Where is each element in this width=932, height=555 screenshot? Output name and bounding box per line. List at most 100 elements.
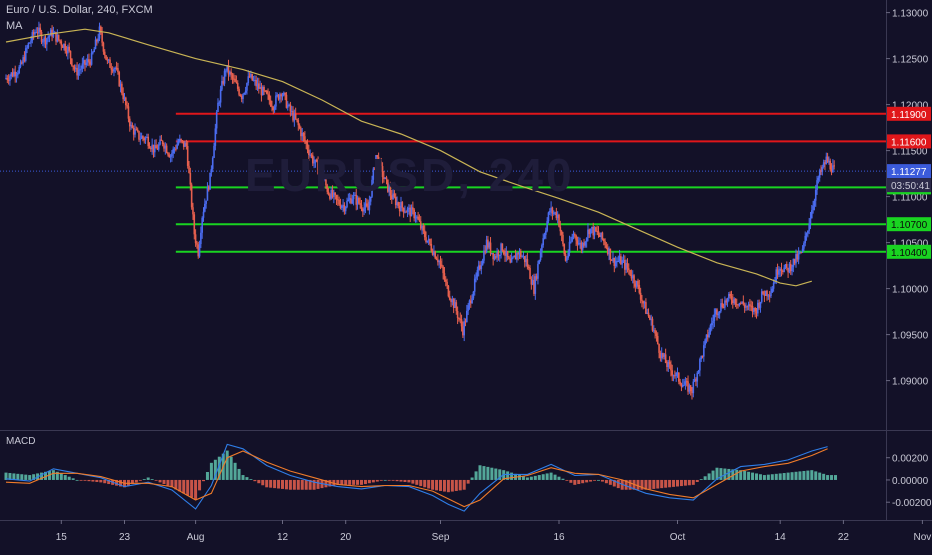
candle-down <box>595 227 597 231</box>
time-tick-label: 16 <box>553 532 565 543</box>
candle-down <box>749 304 751 305</box>
candle-down <box>303 133 305 136</box>
histogram-bar-negative <box>581 480 584 483</box>
candle-down <box>721 303 723 307</box>
candle-down <box>754 308 756 311</box>
candle-down <box>138 131 140 140</box>
candle-up <box>818 178 820 180</box>
histogram-bar-positive <box>206 472 209 480</box>
macd-indicator-label[interactable]: MACD <box>6 436 35 447</box>
candle-down <box>58 35 60 40</box>
candle-down <box>236 82 238 83</box>
histogram-bar-negative <box>672 480 675 487</box>
histogram-bar-positive <box>787 473 790 480</box>
candle-down <box>419 219 421 221</box>
histogram-bar-negative <box>163 480 166 484</box>
candle-up <box>78 70 80 75</box>
histogram-bar-positive <box>526 478 529 480</box>
candle-up <box>704 339 706 345</box>
candle-down <box>290 105 292 112</box>
candle-up <box>727 298 729 302</box>
candle-up <box>481 265 483 269</box>
candle-up <box>369 202 371 211</box>
candle-up <box>475 277 477 279</box>
candle-up <box>16 75 18 77</box>
histogram-bar-negative <box>340 480 343 485</box>
candle-down <box>126 105 128 106</box>
candle-down <box>735 299 737 305</box>
histogram-bar-negative <box>194 480 197 500</box>
histogram-bar-negative <box>396 480 399 481</box>
histogram-bar-positive <box>700 479 703 480</box>
candle-down <box>271 106 273 107</box>
histogram-bar-positive <box>238 469 241 480</box>
candle-down <box>448 286 450 297</box>
histogram-bar-negative <box>652 480 655 489</box>
candle-up <box>585 242 587 246</box>
histogram-bar-positive <box>52 470 55 480</box>
candle-down <box>266 91 268 94</box>
candle-up <box>216 112 218 129</box>
candle-down <box>180 139 182 140</box>
histogram-bar-positive <box>735 470 738 480</box>
candle-up <box>810 218 812 223</box>
candle-down <box>558 215 560 227</box>
candle-down <box>729 294 731 296</box>
candle-up <box>546 221 548 231</box>
candle-down <box>508 257 510 259</box>
macd-tick-label: 0.00200 <box>892 454 929 465</box>
candle-down <box>598 231 600 235</box>
candle-up <box>211 169 213 173</box>
candle-up <box>224 71 226 84</box>
candle-down <box>444 273 446 280</box>
histogram-bar-positive <box>60 473 63 480</box>
histogram-bar-negative <box>186 480 189 496</box>
candle-up <box>25 48 27 61</box>
candle-up <box>49 36 51 37</box>
candle-up <box>708 332 710 337</box>
histogram-bar-positive <box>518 475 521 480</box>
candle-down <box>121 84 123 94</box>
level-badge-label: 1.11900 <box>891 110 927 121</box>
histogram-bar-positive <box>802 471 805 480</box>
candle-down <box>690 385 692 391</box>
histogram-bar-positive <box>719 468 722 480</box>
candle-up <box>804 236 806 243</box>
candle-down <box>575 235 577 240</box>
candle-up <box>760 302 762 308</box>
candle-up <box>97 39 99 42</box>
candle-down <box>361 205 363 209</box>
candle-down <box>562 235 564 244</box>
candle-down <box>238 89 240 95</box>
ma-indicator-label[interactable]: MA <box>6 20 23 32</box>
histogram-bar-negative <box>439 480 442 491</box>
candle-down <box>610 249 612 260</box>
candle-down <box>155 145 157 148</box>
symbol-title[interactable]: Euro / U.S. Dollar, 240, FXCM <box>6 4 153 16</box>
candle-down <box>627 263 629 268</box>
candle-up <box>205 201 207 204</box>
candle-up <box>427 240 429 242</box>
candle-down <box>101 33 103 43</box>
candle-down <box>237 83 239 89</box>
candle-down <box>429 239 431 244</box>
time-tick-label: Nov <box>914 532 932 543</box>
candle-down <box>193 214 195 234</box>
candle-down <box>656 334 658 336</box>
candle-up <box>811 210 813 218</box>
histogram-bar-negative <box>281 480 284 489</box>
histogram-bar-positive <box>147 478 150 480</box>
candles <box>5 22 835 400</box>
histogram-bar-positive <box>561 479 564 480</box>
histogram-bar-negative <box>103 480 106 483</box>
candle-down <box>251 74 253 80</box>
time-axis: 1523Aug1220Sep16Oct1422Nov11 <box>56 520 932 543</box>
candle-up <box>219 103 221 104</box>
histogram-bar-positive <box>767 475 770 480</box>
histogram-bar-negative <box>688 480 691 485</box>
candle-down <box>507 251 509 257</box>
candle-down <box>603 239 605 241</box>
candle-down <box>800 252 802 253</box>
candle-down <box>125 98 127 106</box>
